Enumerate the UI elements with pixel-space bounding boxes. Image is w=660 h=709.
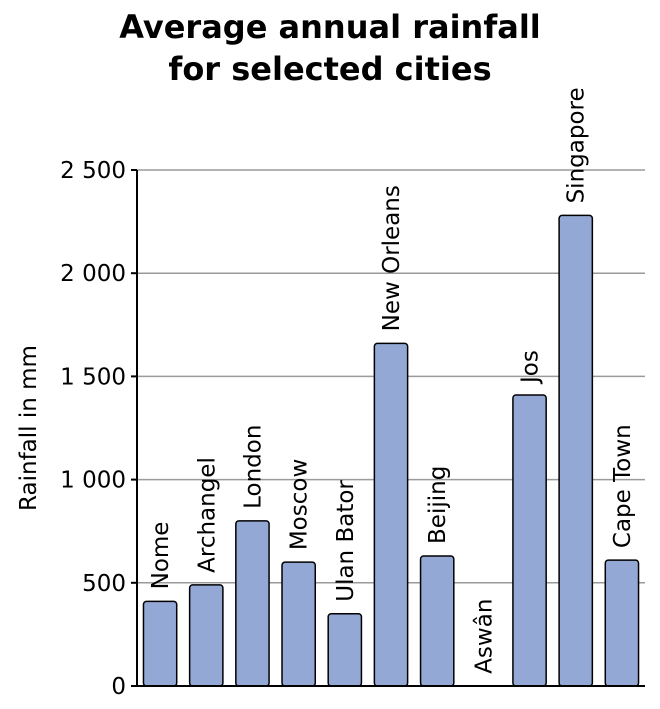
category-label: Singapore xyxy=(564,87,590,203)
bar-nome xyxy=(142,600,178,687)
bar-jos xyxy=(512,394,547,687)
bar-moscow xyxy=(281,561,317,687)
y-tick-label: 0 xyxy=(111,674,126,700)
category-label: Jos xyxy=(518,350,544,385)
y-axis-label: Rainfall in mm xyxy=(16,345,42,511)
category-label: Cape Town xyxy=(610,424,636,548)
bar-archangel xyxy=(188,584,224,687)
chart-title-line-1: Average annual rainfall xyxy=(119,8,541,46)
y-tick-label: 1 000 xyxy=(60,468,126,494)
bar-beijing xyxy=(419,555,455,687)
bar-new-orleans xyxy=(373,342,409,687)
y-tick-label: 500 xyxy=(82,571,126,597)
bar-ulan-bator xyxy=(327,613,363,687)
y-tick-label: 2 500 xyxy=(60,158,126,184)
category-label: Aswân xyxy=(471,599,497,674)
category-label: Ulan Bator xyxy=(333,480,359,602)
category-label: Moscow xyxy=(287,459,313,550)
category-labels: Nome Archangel London Moscow Ulan Bator New O… xyxy=(148,87,636,673)
bar-london xyxy=(235,520,270,687)
y-tick-label: 1 500 xyxy=(60,364,126,390)
bar-cape-town xyxy=(604,559,640,687)
y-axis-ticks: 0 500 1 000 1 500 2 000 2 500 xyxy=(60,158,137,700)
category-label: London xyxy=(240,425,266,509)
category-label: New Orleans xyxy=(379,185,405,331)
y-tick-label: 2 000 xyxy=(60,261,126,287)
category-label: Beijing xyxy=(425,466,451,544)
category-label: Nome xyxy=(148,522,174,590)
category-label: Archangel xyxy=(194,457,220,573)
bar-singapore xyxy=(558,214,594,687)
chart-title-line-2: for selected cities xyxy=(168,50,491,88)
